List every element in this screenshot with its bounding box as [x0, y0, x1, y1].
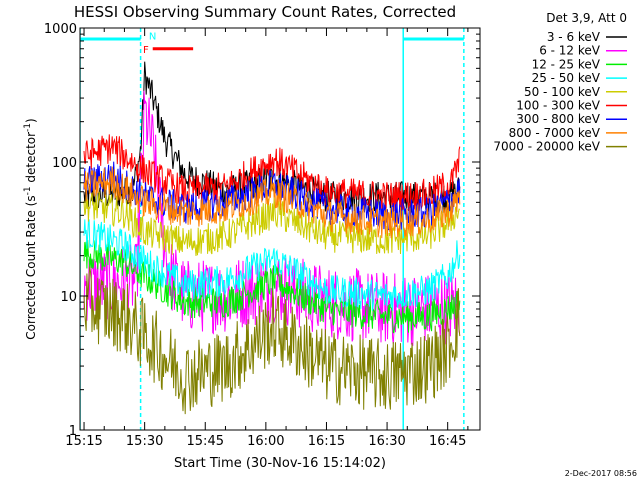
- x-tick-label-5: 16:30: [368, 434, 405, 449]
- series-line-8: [83, 266, 461, 415]
- legend-label-1: 6 - 12 keV: [539, 44, 601, 58]
- legend-label-7: 800 - 7000 keV: [509, 126, 601, 140]
- legend-label-2: 12 - 25 keV: [532, 57, 601, 71]
- series-line-3: [83, 219, 461, 311]
- x-tick-label-2: 15:45: [187, 434, 224, 449]
- legend-label-8: 7000 - 20000 keV: [493, 140, 600, 154]
- footer-date: 2-Dec-2017 08:56: [565, 469, 637, 478]
- y-tick-label-3: 1000: [44, 22, 77, 37]
- series-line-2: [83, 239, 461, 334]
- y-tick-label-2: 100: [52, 156, 77, 171]
- x-axis-label: Start Time (30-Nov-16 15:14:02): [174, 456, 386, 471]
- y-axis-label-end: ): [24, 118, 38, 123]
- x-tick-label-0: 15:15: [65, 434, 102, 449]
- legend-label-6: 300 - 800 keV: [516, 112, 600, 126]
- y-axis-label-mid: detector: [24, 132, 38, 187]
- annotation-label-1: N: [149, 31, 156, 42]
- legend-label-4: 50 - 100 keV: [524, 85, 601, 99]
- x-tick-label-6: 16:45: [429, 434, 466, 449]
- series-line-7: [83, 166, 461, 239]
- x-tick-label-4: 16:15: [308, 434, 345, 449]
- annotation-label-0: F: [143, 45, 149, 56]
- series-line-4: [83, 191, 460, 257]
- x-tick-label-1: 15:30: [126, 434, 163, 449]
- legend-label-5: 100 - 300 keV: [516, 99, 600, 113]
- y-axis: 1 10 100 1000: [44, 22, 480, 439]
- x-tick-label-3: 16:00: [247, 434, 284, 449]
- y-tick-label-1: 10: [60, 290, 77, 305]
- legend-label-3: 25 - 50 keV: [532, 71, 601, 85]
- y-axis-label-sup2: -1: [23, 123, 33, 132]
- y-axis-label-sup1: -1: [23, 186, 33, 195]
- y-tick-label-0: 1: [69, 424, 77, 439]
- legend-header: Det 3,9, Att 0: [546, 11, 627, 25]
- plot-frame: [79, 27, 481, 431]
- legend-label-0: 3 - 6 keV: [547, 30, 601, 44]
- y-axis-label-main: Corrected Count Rate (s: [24, 195, 38, 339]
- y-axis-label: Corrected Count Rate (s-1 detector-1): [23, 118, 38, 339]
- chart-title: HESSI Observing Summary Count Rates, Cor…: [74, 3, 456, 21]
- x-axis: 15:15 15:30 15:45 16:00 16:15 16:30 16:45: [65, 28, 469, 449]
